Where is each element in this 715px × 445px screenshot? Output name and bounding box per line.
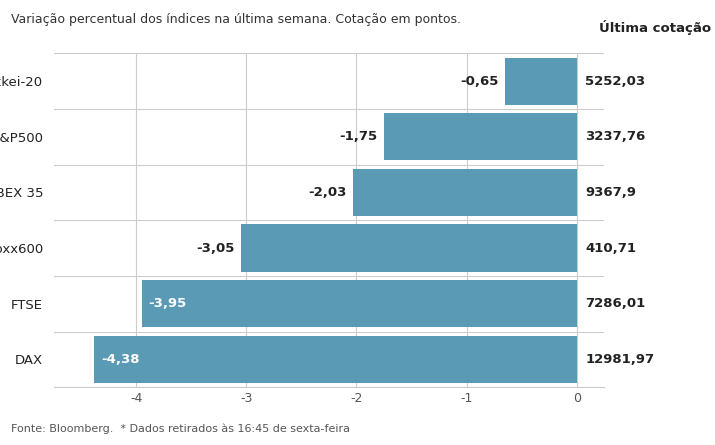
Text: -0,65: -0,65 xyxy=(460,75,498,88)
Text: 3237,76: 3237,76 xyxy=(586,130,646,143)
Bar xyxy=(353,169,576,216)
Text: Última cotação: Última cotação xyxy=(599,20,711,35)
Text: -3,95: -3,95 xyxy=(148,297,187,310)
Text: Fonte: Bloomberg.  * Dados retirados às 16:45 de sexta-feira: Fonte: Bloomberg. * Dados retirados às 1… xyxy=(11,423,350,434)
Text: -4,38: -4,38 xyxy=(101,353,139,366)
Text: 7286,01: 7286,01 xyxy=(586,297,646,310)
Text: -2,03: -2,03 xyxy=(308,186,347,199)
Bar xyxy=(142,280,576,328)
Text: -1,75: -1,75 xyxy=(339,130,378,143)
Text: 410,71: 410,71 xyxy=(586,242,636,255)
Text: 12981,97: 12981,97 xyxy=(586,353,654,366)
Text: Variação percentual dos índices na última semana. Cotação em pontos.: Variação percentual dos índices na últim… xyxy=(11,13,460,26)
Bar xyxy=(505,57,576,105)
Text: 5252,03: 5252,03 xyxy=(586,75,646,88)
Bar xyxy=(94,336,576,383)
Text: -3,05: -3,05 xyxy=(196,242,235,255)
Text: 9367,9: 9367,9 xyxy=(586,186,636,199)
Bar xyxy=(241,224,576,272)
Bar xyxy=(384,113,576,161)
